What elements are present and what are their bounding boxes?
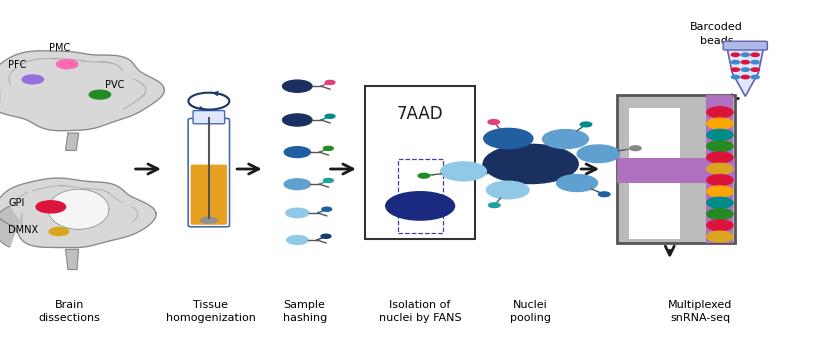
Polygon shape [0, 206, 22, 247]
Circle shape [707, 220, 733, 231]
Circle shape [419, 173, 430, 178]
FancyBboxPatch shape [191, 165, 227, 225]
Circle shape [577, 145, 620, 163]
Circle shape [57, 60, 78, 69]
Polygon shape [66, 249, 79, 269]
Circle shape [557, 175, 598, 192]
Circle shape [707, 129, 733, 140]
Circle shape [284, 147, 310, 158]
FancyBboxPatch shape [617, 95, 735, 243]
Circle shape [441, 162, 486, 181]
Circle shape [386, 192, 455, 220]
Circle shape [741, 61, 749, 64]
Circle shape [488, 120, 500, 124]
Text: PVC: PVC [105, 80, 124, 90]
FancyBboxPatch shape [723, 41, 767, 50]
Circle shape [321, 234, 331, 238]
Circle shape [283, 80, 312, 92]
Circle shape [284, 179, 310, 190]
Text: Isolation of
nuclei by FANS: Isolation of nuclei by FANS [379, 299, 461, 323]
Polygon shape [727, 49, 763, 96]
Circle shape [707, 152, 733, 163]
Text: GPI: GPI [8, 198, 25, 208]
Text: Barcoded: Barcoded [690, 22, 743, 32]
Circle shape [751, 61, 759, 64]
Polygon shape [0, 51, 165, 131]
Circle shape [325, 114, 335, 118]
Circle shape [707, 197, 733, 208]
Circle shape [484, 128, 533, 149]
Circle shape [751, 68, 759, 71]
Circle shape [731, 61, 740, 64]
FancyBboxPatch shape [706, 95, 734, 243]
Circle shape [89, 90, 111, 99]
Circle shape [741, 68, 749, 71]
Text: Sample
hashing: Sample hashing [283, 299, 327, 323]
Circle shape [286, 208, 309, 218]
Text: PMC: PMC [49, 43, 70, 53]
FancyBboxPatch shape [629, 178, 680, 239]
Circle shape [283, 114, 312, 126]
FancyBboxPatch shape [193, 111, 224, 124]
Text: Brain
dissections: Brain dissections [38, 299, 101, 323]
Circle shape [324, 178, 333, 183]
Circle shape [489, 203, 500, 208]
Circle shape [707, 186, 733, 197]
Circle shape [324, 146, 333, 150]
Circle shape [707, 209, 733, 219]
Circle shape [731, 75, 740, 79]
Circle shape [731, 68, 740, 71]
FancyBboxPatch shape [188, 118, 229, 227]
Polygon shape [48, 189, 109, 230]
Circle shape [731, 53, 740, 56]
Circle shape [751, 53, 759, 56]
Text: Multiplexed
snRNA-seq: Multiplexed snRNA-seq [668, 299, 732, 323]
Circle shape [486, 181, 529, 199]
Ellipse shape [201, 217, 217, 223]
Circle shape [707, 107, 733, 118]
Circle shape [581, 122, 591, 127]
Circle shape [630, 146, 641, 150]
Circle shape [707, 175, 733, 186]
Circle shape [287, 236, 308, 244]
Circle shape [325, 80, 335, 84]
Circle shape [599, 192, 610, 197]
FancyBboxPatch shape [617, 158, 735, 183]
Circle shape [751, 75, 759, 79]
Circle shape [322, 207, 332, 211]
Circle shape [707, 141, 733, 151]
Circle shape [22, 75, 43, 84]
Text: Nuclei
pooling: Nuclei pooling [510, 299, 551, 323]
Circle shape [36, 201, 66, 213]
Text: Tissue
homogenization: Tissue homogenization [165, 299, 256, 323]
Circle shape [542, 129, 588, 148]
Text: 7AAD: 7AAD [397, 105, 443, 123]
Circle shape [49, 227, 69, 236]
Text: PFC: PFC [8, 59, 26, 70]
FancyBboxPatch shape [629, 108, 680, 165]
Circle shape [483, 144, 578, 184]
Text: DMNX: DMNX [8, 225, 38, 235]
Circle shape [707, 118, 733, 129]
Circle shape [707, 231, 733, 242]
Circle shape [707, 163, 733, 174]
Text: beads: beads [699, 35, 734, 46]
FancyBboxPatch shape [365, 86, 475, 239]
Circle shape [741, 53, 749, 56]
Circle shape [741, 75, 749, 79]
Polygon shape [0, 178, 156, 248]
Polygon shape [66, 133, 79, 150]
